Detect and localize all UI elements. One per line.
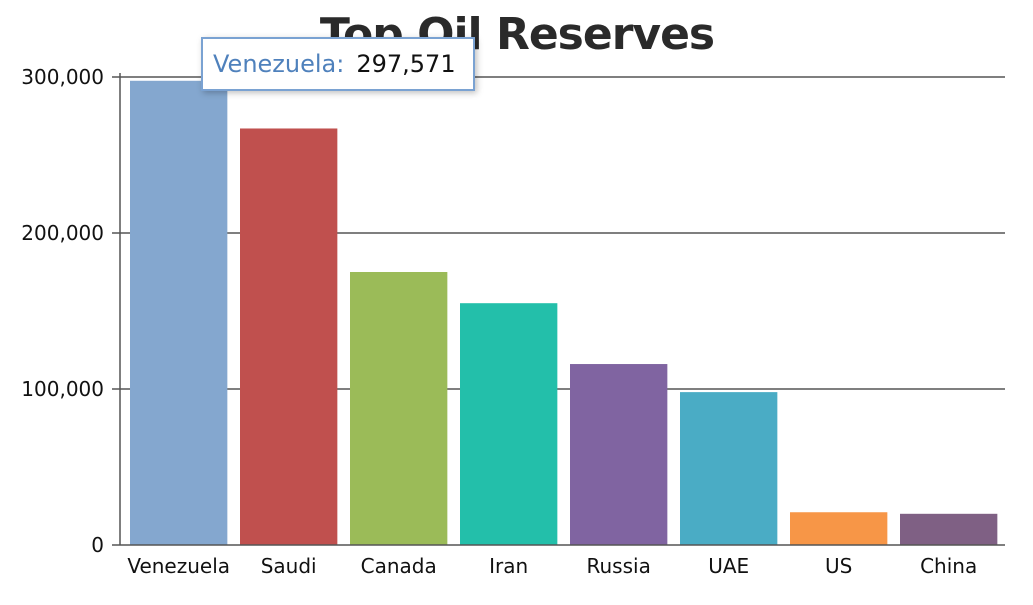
y-tick-label: 200,000 [21,221,104,245]
bars [130,80,998,546]
tooltip-value: 297,571 [356,50,456,78]
x-tick-label: Iran [489,554,528,578]
axis-labels: 0 100,000 200,000 300,000 Venezuela Saudi Cana… [21,65,977,578]
bar-iran[interactable] [460,303,558,545]
axes [112,73,1005,546]
x-tick-label: China [920,554,977,578]
x-tick-label: Venezuela [127,554,230,578]
x-tick-label: US [825,554,852,578]
x-tick-label: Canada [361,554,437,578]
y-tick-label: 0 [91,533,104,557]
x-tick-label: Saudi [261,554,317,578]
bar-us[interactable] [790,512,888,545]
bar-venezuela[interactable] [130,80,228,545]
bar-uae[interactable] [680,392,778,545]
tooltip-category: Venezuela [213,50,337,78]
y-tick-label: 300,000 [21,65,104,89]
y-tick-label: 100,000 [21,377,104,401]
tooltip-separator: : [336,50,345,78]
x-tick-label: Russia [587,554,651,578]
bar-russia[interactable] [570,364,668,545]
x-tick-label: UAE [708,554,749,578]
bar-canada[interactable] [350,272,448,545]
bar-saudi[interactable] [240,128,338,546]
bar-china[interactable] [900,513,998,545]
tooltip: Venezuela:297,571 [201,37,475,91]
